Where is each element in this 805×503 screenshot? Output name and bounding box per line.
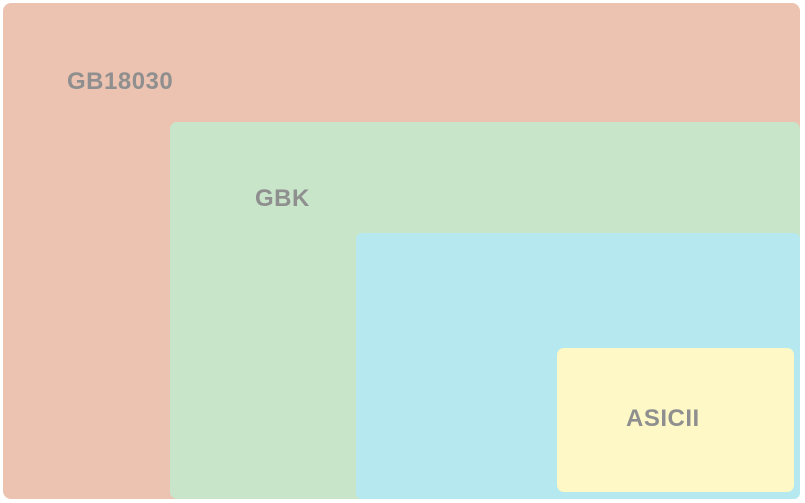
- asicii-region: [557, 348, 794, 492]
- asicii-label: ASICII: [626, 405, 700, 432]
- gb18030-label: GB18030: [67, 68, 174, 95]
- gbk-label: GBK: [255, 185, 310, 212]
